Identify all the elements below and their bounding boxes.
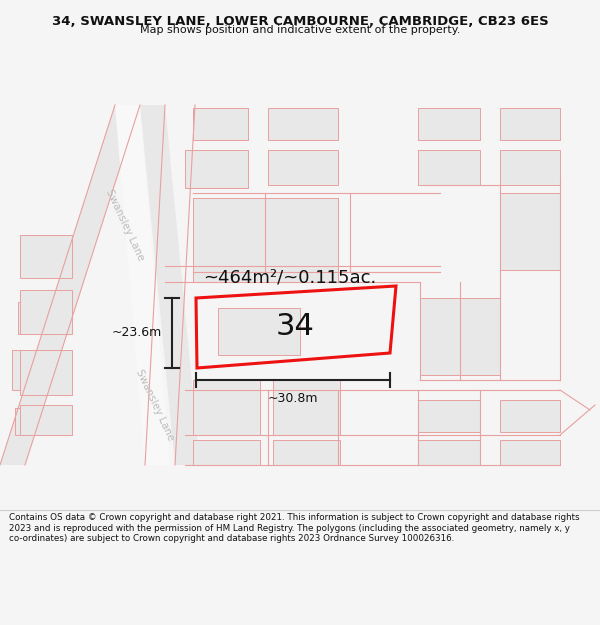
Polygon shape	[0, 105, 140, 465]
Text: ~464m²/~0.115ac.: ~464m²/~0.115ac.	[203, 269, 377, 287]
Polygon shape	[15, 408, 56, 435]
Polygon shape	[185, 150, 248, 188]
Polygon shape	[420, 298, 500, 375]
Polygon shape	[193, 198, 248, 282]
Polygon shape	[20, 405, 72, 435]
Text: ~30.8m: ~30.8m	[268, 392, 318, 405]
Text: Swansley Lane: Swansley Lane	[104, 188, 146, 262]
Polygon shape	[12, 350, 55, 390]
Polygon shape	[18, 302, 56, 334]
Polygon shape	[500, 400, 560, 432]
Polygon shape	[268, 108, 338, 140]
Polygon shape	[193, 108, 248, 140]
Polygon shape	[500, 193, 560, 270]
Text: 34, SWANSLEY LANE, LOWER CAMBOURNE, CAMBRIDGE, CB23 6ES: 34, SWANSLEY LANE, LOWER CAMBOURNE, CAMB…	[52, 15, 548, 28]
Polygon shape	[193, 440, 260, 465]
Polygon shape	[418, 150, 480, 185]
Polygon shape	[140, 105, 200, 465]
Polygon shape	[268, 150, 338, 185]
Polygon shape	[115, 105, 170, 465]
Text: ~23.6m: ~23.6m	[112, 326, 162, 339]
Polygon shape	[500, 440, 560, 465]
Text: Contains OS data © Crown copyright and database right 2021. This information is : Contains OS data © Crown copyright and d…	[9, 514, 580, 543]
Polygon shape	[193, 198, 338, 282]
Polygon shape	[418, 108, 480, 140]
Polygon shape	[268, 198, 338, 282]
Text: 34: 34	[275, 312, 314, 341]
Polygon shape	[20, 290, 72, 334]
Polygon shape	[500, 150, 560, 185]
Polygon shape	[193, 380, 260, 435]
Polygon shape	[418, 440, 480, 465]
Polygon shape	[462, 298, 500, 375]
Text: Swansley Lane: Swansley Lane	[134, 368, 176, 442]
Text: Map shows position and indicative extent of the property.: Map shows position and indicative extent…	[140, 25, 460, 35]
Polygon shape	[218, 308, 300, 355]
Polygon shape	[20, 235, 72, 278]
Polygon shape	[418, 400, 480, 432]
Polygon shape	[20, 350, 72, 395]
Polygon shape	[273, 440, 340, 465]
Polygon shape	[500, 108, 560, 140]
Polygon shape	[273, 380, 340, 435]
Polygon shape	[420, 298, 460, 375]
